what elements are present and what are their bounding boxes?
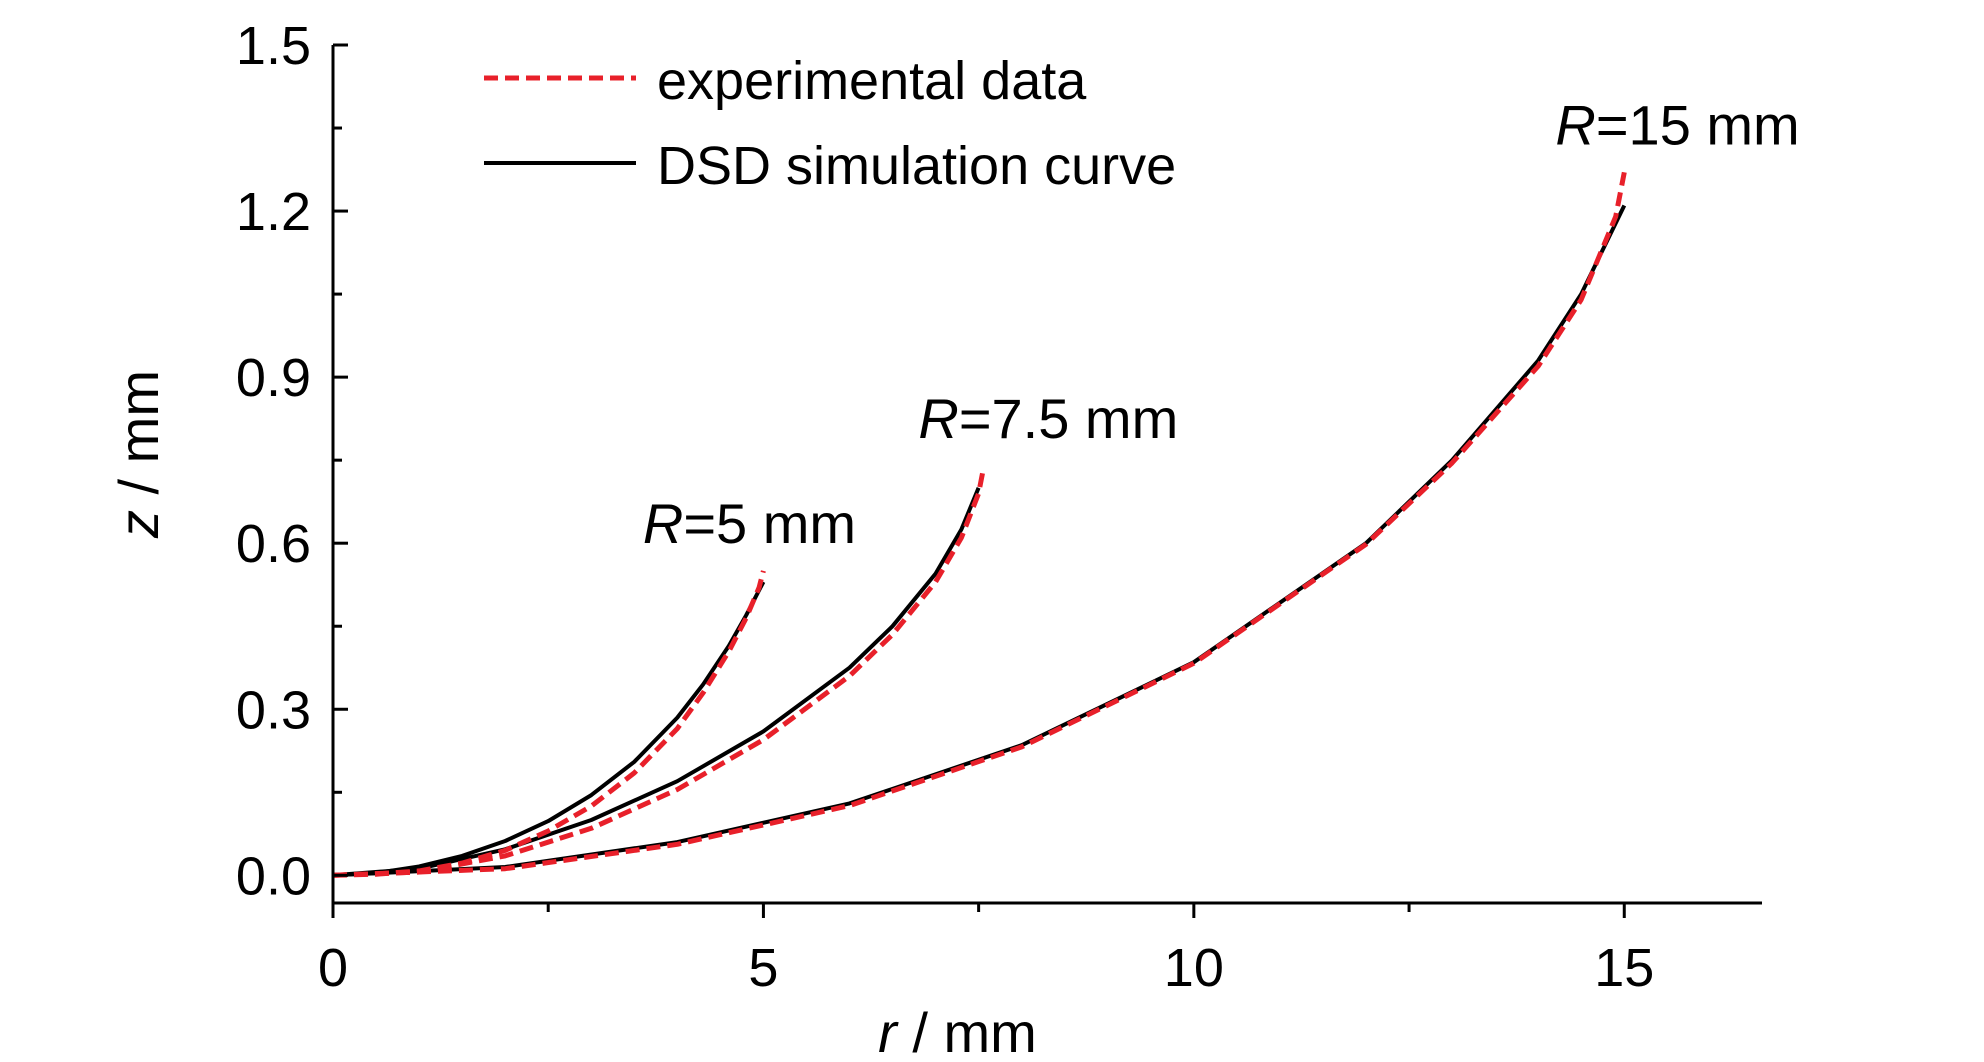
annotation-r5: R=5 mm <box>643 492 856 555</box>
y-axis-title: z / mm <box>107 370 170 539</box>
y-tick-label: 0.9 <box>236 348 311 408</box>
y-ticks: 0.0 0.3 0.6 0.9 1.2 1.5 <box>236 16 348 906</box>
x-axis-title: r / mm <box>878 1001 1037 1062</box>
x-axis-var: r <box>878 1001 899 1062</box>
y-tick-label: 0.0 <box>236 846 311 906</box>
annotation-r15: R=15 mm <box>1555 94 1799 157</box>
x-tick-label: 0 <box>318 938 348 998</box>
y-tick-label: 1.5 <box>236 16 311 76</box>
y-tick-label: 0.6 <box>236 514 311 574</box>
legend: experimental data DSD simulation curve <box>484 51 1176 196</box>
axes: 0.0 0.3 0.6 0.9 1.2 1.5 0 5 10 15 <box>236 16 1762 998</box>
series-line-simulation-r15 <box>332 204 1627 878</box>
y-axis-var: z <box>107 510 170 539</box>
series-line-simulation-r5 <box>332 580 766 878</box>
series-line-experimental-r15 <box>332 171 1627 878</box>
x-tick-label: 10 <box>1164 938 1224 998</box>
series-line-experimental-r7-5 <box>332 470 986 878</box>
annotation-r7-5: R=7.5 mm <box>918 387 1178 450</box>
x-ticks: 0 5 10 15 <box>318 903 1654 998</box>
series-layer <box>332 171 1627 878</box>
x-tick-label: 15 <box>1594 938 1654 998</box>
legend-label-experimental: experimental data <box>657 51 1087 111</box>
y-axis-unit: / mm <box>107 370 170 510</box>
y-tick-label: 1.2 <box>236 182 311 242</box>
x-axis-unit: / mm <box>897 1001 1037 1062</box>
x-tick-label: 5 <box>748 938 778 998</box>
legend-label-simulation: DSD simulation curve <box>657 136 1176 196</box>
annotations: R=5 mm R=7.5 mm R=15 mm <box>643 94 1800 556</box>
series-line-experimental-r5 <box>332 570 766 878</box>
y-tick-label: 0.3 <box>236 680 311 740</box>
series-line-simulation-r7-5 <box>332 487 981 878</box>
